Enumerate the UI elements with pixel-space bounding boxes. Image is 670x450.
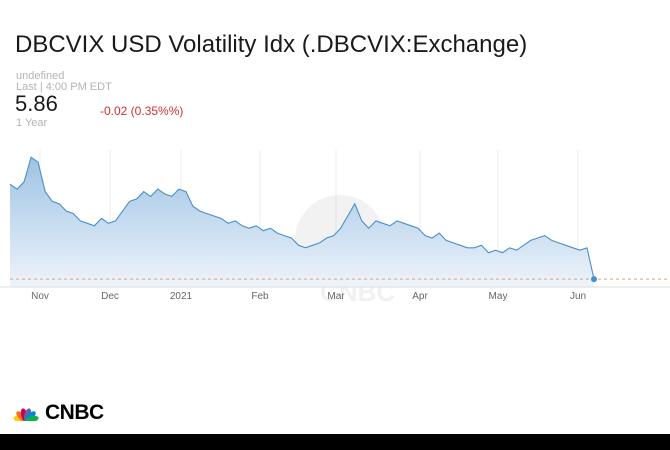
x-axis-ticks: Nov Dec 2021 Feb Mar Apr May Jun: [31, 291, 586, 302]
x-tick-label: Apr: [412, 291, 428, 302]
last-price: 5.86: [15, 91, 58, 116]
price-change: -0.02 (0.35%%): [100, 104, 184, 118]
price-chart[interactable]: CNBC Nov Dec 2021 Feb Mar Apr May Jun: [0, 140, 670, 305]
peacock-icon: [10, 408, 42, 423]
bottom-bar: [0, 434, 670, 450]
series-line: [9, 156, 595, 280]
cnbc-logo[interactable]: CNBC: [10, 401, 104, 425]
exchange-label: undefined: [16, 70, 65, 82]
x-tick-label: Feb: [251, 291, 269, 302]
cnbc-logo-text: CNBC: [45, 401, 104, 424]
x-tick-label: Mar: [327, 291, 345, 302]
x-tick-label: Jun: [570, 291, 586, 302]
period-label: 1 Year: [16, 117, 48, 129]
x-tick-label: May: [489, 291, 508, 302]
x-tick-label: 2021: [170, 291, 193, 302]
x-tick-label: Dec: [101, 291, 119, 302]
x-tick-label: Nov: [31, 291, 49, 302]
last-value-marker[interactable]: [591, 276, 597, 283]
series-area: [10, 157, 594, 287]
page-title: DBCVIX USD Volatility Idx (.DBCVIX:Excha…: [15, 31, 528, 58]
last-trade-time: Last | 4:00 PM EDT: [16, 81, 112, 93]
